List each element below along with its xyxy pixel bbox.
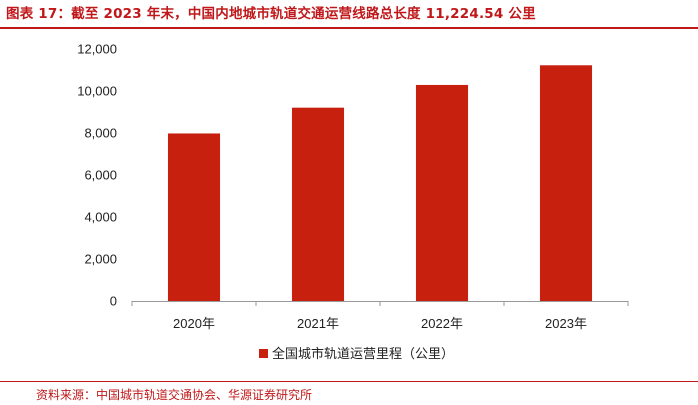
y-tick-label: 4,000 bbox=[84, 210, 117, 225]
footer-divider bbox=[0, 381, 698, 382]
y-tick-label: 6,000 bbox=[84, 168, 117, 183]
legend: 全国城市轨道运营里程（公里） bbox=[259, 346, 454, 361]
y-tick-label: 10,000 bbox=[77, 84, 117, 99]
x-tick-label: 2021年 bbox=[297, 316, 339, 331]
chart-title: 图表 17：截至 2023 年末，中国内地城市轨道交通运营线路总长度 11,22… bbox=[6, 6, 536, 22]
x-tick-label: 2020年 bbox=[173, 316, 215, 331]
x-tick-label: 2022年 bbox=[421, 316, 463, 331]
y-tick-label: 2,000 bbox=[84, 252, 117, 267]
source-note: 资料来源：中国城市轨道交通协会、华源证券研究所 bbox=[36, 388, 313, 402]
bar bbox=[167, 133, 221, 301]
y-tick-label: 12,000 bbox=[77, 42, 117, 57]
legend-swatch bbox=[259, 349, 268, 358]
x-tick-label: 2023年 bbox=[545, 316, 587, 331]
bar bbox=[539, 65, 593, 301]
bar bbox=[291, 107, 345, 301]
bar-series bbox=[167, 65, 593, 302]
y-tick-label: 0 bbox=[110, 294, 117, 309]
y-tick-label: 8,000 bbox=[84, 126, 117, 141]
y-axis: 0 2,000 4,000 6,000 8,000 10,000 12,000 bbox=[77, 42, 117, 309]
title-divider bbox=[0, 27, 698, 29]
x-axis: 2020年 2021年 2022年 2023年 bbox=[131, 301, 629, 331]
bar bbox=[415, 84, 469, 302]
legend-label: 全国城市轨道运营里程（公里） bbox=[272, 346, 454, 361]
